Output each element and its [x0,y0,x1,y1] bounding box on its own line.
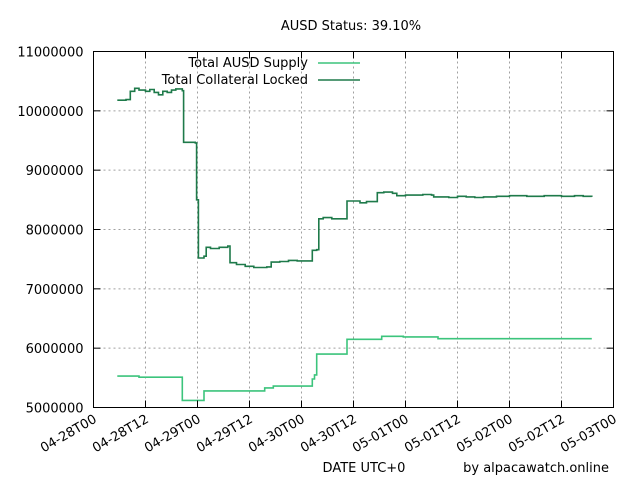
legend: Total AUSD Supply Total Collateral Locked [161,56,360,88]
x-tick-label: 04-30T00 [246,412,307,456]
legend-label-collateral-locked: Total Collateral Locked [161,73,308,88]
legend-label-ausd-supply: Total AUSD Supply [187,56,308,71]
x-tick-label: 05-01T00 [350,412,411,456]
series-group [117,87,593,402]
x-tick-label: 04-30T12 [298,412,359,456]
x-tick-label: 04-28T00 [38,412,99,456]
y-tick-label: 9000000 [26,164,84,179]
y-tick-label: 6000000 [26,342,84,357]
y-tick-label: 5000000 [26,402,84,417]
series-line-ausd-supply [117,335,592,402]
y-tick-label: 8000000 [26,224,84,239]
grid-lines [93,51,614,408]
x-tick-label: 04-29T12 [194,412,255,456]
x-tick-label: 05-01T12 [402,412,463,456]
x-tick-labels: 04-28T0004-28T1204-29T0004-29T1204-30T00… [38,412,619,456]
credit-text: by alpacawatch.online [463,461,609,476]
x-tick-label: 05-02T00 [454,412,515,456]
chart-title: AUSD Status: 39.10% [281,19,421,34]
series-line-collateral-locked [117,87,593,269]
y-tick-label: 7000000 [26,283,84,298]
y-tick-labels: 5000000 6000000 7000000 8000000 9000000 10000… [17,46,83,417]
x-tick-label: 05-02T12 [506,412,567,456]
y-tick-label: 11000000 [17,46,83,61]
x-tick-label: 04-28T12 [90,412,151,456]
x-axis-label: DATE UTC+0 [323,461,406,476]
x-tick-label: 04-29T00 [142,412,203,456]
axis-ticks [93,51,614,408]
x-tick-label: 05-03T00 [558,412,619,456]
y-tick-label: 10000000 [17,105,83,120]
